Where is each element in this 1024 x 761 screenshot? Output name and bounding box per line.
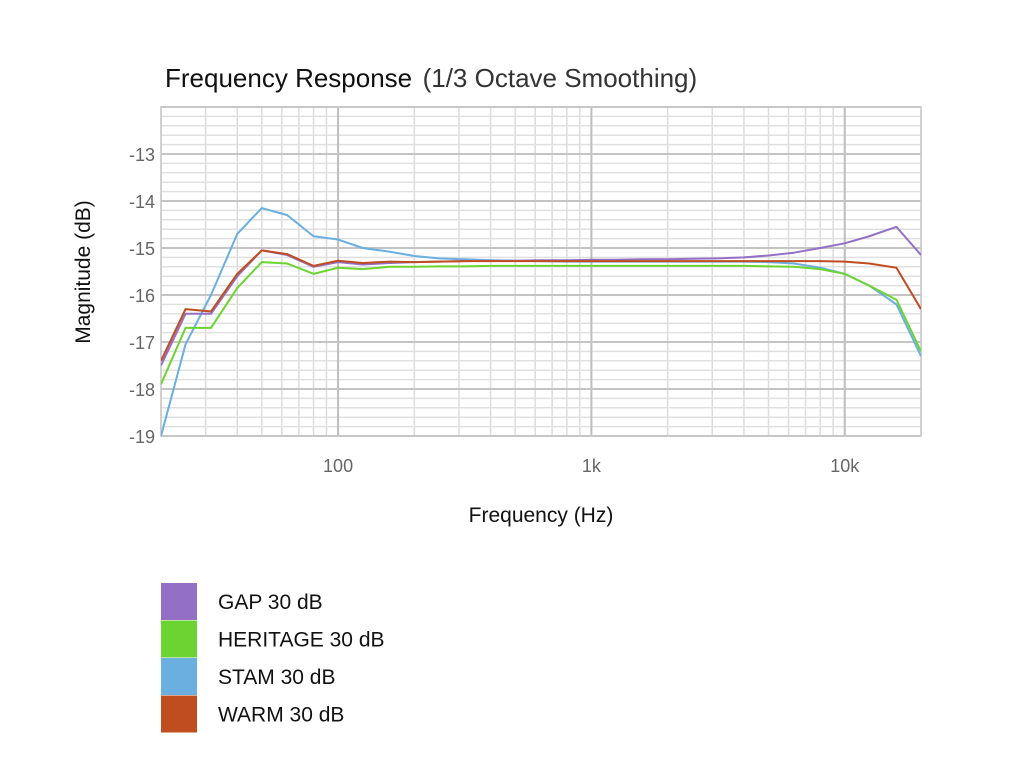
y-tick-label: -16 [129,286,155,306]
legend-swatch [161,583,197,620]
y-axis-tick-labels: -13 -14 -15 -16 -17 -18 -19 [129,145,155,447]
legend-swatch [161,695,197,733]
x-tick-label: 10k [830,456,860,476]
y-axis-label: Magnitude (dB) [72,200,95,344]
legend-label: HERITAGE 30 dB [218,629,385,652]
legend-swatch [161,620,197,658]
legend-swatch [161,658,197,695]
y-tick-label: -15 [129,239,155,259]
y-tick-label: -18 [129,380,155,400]
x-axis-label: Frequency (Hz) [469,504,614,527]
x-tick-label: 100 [323,456,353,476]
chart-title-line: Frequency Response (1/3 Octave Smoothing… [165,63,697,93]
legend-label: WARM 30 dB [218,704,344,727]
series-line-heritage-30-db [161,261,921,385]
x-tick-label: 1k [582,456,602,476]
series-line-warm-30-db [161,249,921,362]
legend-label: STAM 30 dB [218,666,336,689]
legend-label: GAP 30 dB [218,591,323,614]
chart-subtitle: (1/3 Octave Smoothing) [423,63,698,93]
plot-area-border [160,106,922,437]
y-tick-label: -13 [129,145,155,165]
minor-gridlines [160,107,922,436]
chart-title: Frequency Response [165,63,412,93]
series-lines [161,207,921,437]
legend: GAP 30 dB HERITAGE 30 dB STAM 30 dB WARM 30… [161,583,385,733]
y-tick-label: -17 [129,333,155,353]
y-tick-label: -14 [129,192,155,212]
x-axis-tick-labels: 100 1k 10k [323,456,860,476]
y-tick-label: -19 [129,427,155,447]
major-gridlines [161,106,921,437]
series-line-stam-30-db [161,207,921,437]
